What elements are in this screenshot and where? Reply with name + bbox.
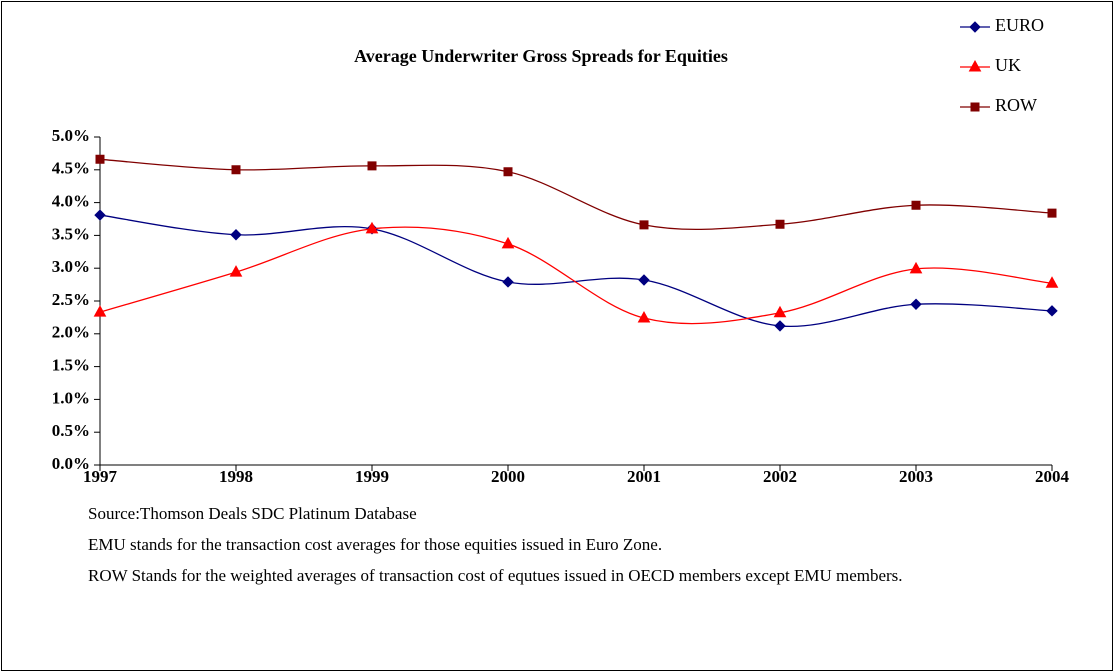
series-line (99, 226, 1053, 325)
notes: Source:Thomson Deals SDC Platinum Databa… (88, 498, 1093, 591)
data-point (501, 236, 515, 249)
legend-label: UK (995, 55, 1021, 75)
y-tick-label: 0.5% (52, 421, 90, 440)
data-point (775, 219, 785, 229)
y-tick-label: 4.5% (52, 159, 90, 178)
data-point (365, 221, 379, 234)
y-tick-label: 1.5% (52, 356, 90, 375)
x-tick-label: 1999 (355, 467, 389, 486)
y-tick-label: 0.0% (52, 454, 90, 473)
data-point (1045, 276, 1059, 288)
y-tick-label: 3.5% (52, 224, 90, 243)
data-point (639, 220, 649, 230)
data-point (637, 311, 651, 323)
data-point (95, 154, 105, 164)
legend-label: ROW (995, 95, 1037, 115)
y-tick-label: 2.5% (52, 290, 90, 309)
legend-marker (970, 102, 980, 112)
y-tick-label: 2.0% (52, 323, 90, 342)
data-point (229, 265, 243, 277)
data-point (502, 276, 514, 288)
chart-title: Average Underwriter Gross Spreads for Eq… (354, 46, 728, 66)
data-point (773, 305, 787, 318)
legend-marker (969, 21, 981, 33)
legend-marker (968, 59, 982, 72)
legend-label: EURO (995, 15, 1044, 35)
y-tick-label: 3.0% (52, 257, 90, 276)
x-tick-label: 2000 (491, 467, 525, 486)
data-point (638, 274, 650, 286)
x-tick-label: 2003 (899, 467, 933, 486)
x-tick-label: 2002 (763, 467, 797, 486)
data-point (911, 200, 921, 210)
x-tick-label: 1997 (83, 467, 118, 486)
data-point (93, 305, 107, 317)
x-tick-label: 2001 (627, 467, 661, 486)
y-tick-label: 4.0% (52, 192, 90, 211)
note: ROW Stands for the weighted averages of … (88, 566, 903, 585)
note: Source:Thomson Deals SDC Platinum Databa… (88, 504, 417, 523)
data-point (909, 261, 923, 274)
data-point (503, 167, 513, 177)
note: EMU stands for the transaction cost aver… (88, 535, 663, 554)
series-line (99, 158, 1053, 231)
data-point (367, 161, 377, 171)
data-point (1047, 208, 1057, 218)
data-point (94, 209, 106, 221)
data-point (231, 165, 241, 175)
data-point (774, 320, 786, 332)
y-tick-label: 1.0% (52, 388, 90, 407)
data-point (230, 229, 242, 241)
x-tick-label: 1998 (219, 467, 253, 486)
y-tick-label: 5.0% (52, 126, 90, 145)
x-tick-label: 2004 (1035, 467, 1070, 486)
data-point (1046, 305, 1058, 317)
data-point (910, 298, 922, 310)
series-line (99, 214, 1053, 328)
